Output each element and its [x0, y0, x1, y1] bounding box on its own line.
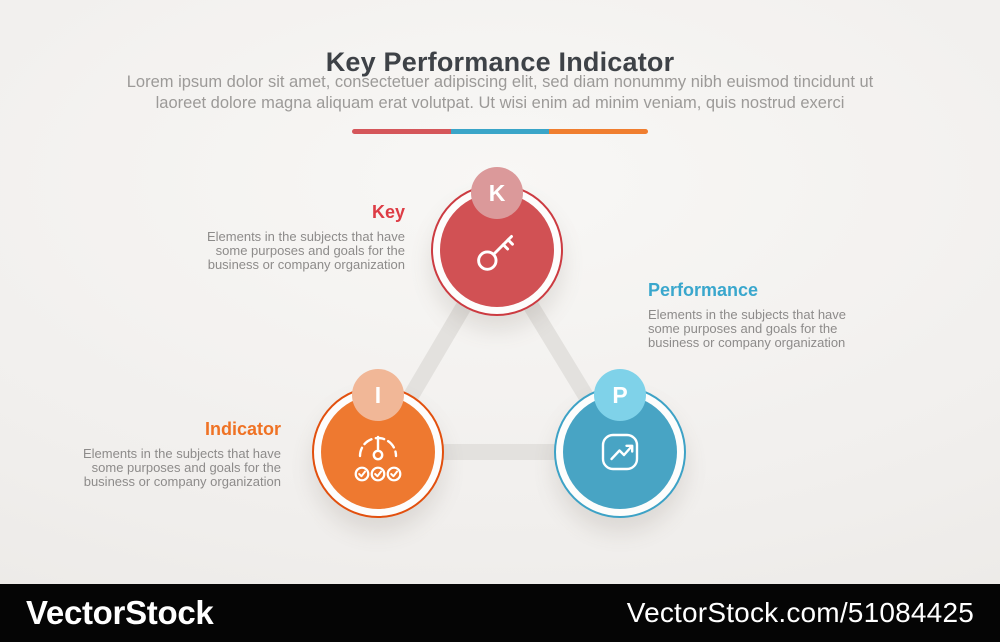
performance-letter: P [612, 381, 628, 408]
performance-circle-group: P [554, 369, 686, 518]
divider-segment-red [352, 129, 451, 134]
key-letter-badge: K [471, 167, 523, 219]
subtitle-line-2: laoreet dolore magna aliquam erat volutp… [155, 93, 845, 112]
divider-segment-orange [549, 129, 648, 134]
indicator-description: Elements in the subjects that have some … [82, 446, 281, 489]
key-letter: K [488, 179, 506, 206]
indicator-label-block: Indicator Elements in the subjects that … [61, 419, 281, 488]
key-description: Elements in the subjects that have some … [206, 229, 405, 272]
performance-label-block: Performance Elements in the subjects tha… [648, 280, 874, 349]
watermark-bar: VectorStock VectorStock.com/51084425 [0, 584, 1000, 642]
key-label-block: Key Elements in the subjects that have s… [185, 202, 405, 271]
divider-segment-blue [450, 129, 550, 134]
performance-letter-badge: P [594, 369, 646, 421]
subtitle-line-1: Lorem ipsum dolor sit amet, consectetuer… [126, 73, 874, 91]
trend-chart-icon [601, 433, 639, 471]
key-icon [477, 235, 514, 271]
vectorstock-url: VectorStock.com/51084425 [626, 597, 974, 628]
performance-label: Performance [648, 280, 759, 300]
performance-description: Elements in the subjects that have some … [648, 307, 847, 350]
tricolor-divider [352, 129, 648, 134]
indicator-letter-badge: I [352, 369, 404, 421]
page-title: Key Performance Indicator [325, 47, 675, 78]
indicator-circle-group: I [312, 369, 444, 518]
key-label: Key [371, 202, 405, 222]
gauge-icon [354, 435, 402, 482]
indicator-label: Indicator [204, 419, 281, 439]
key-circle-group: K [431, 167, 563, 316]
indicator-letter: I [374, 381, 382, 408]
page-subtitle: Lorem ipsum dolor sit amet, consectetuer… [0, 72, 1000, 113]
vectorstock-logo: VectorStock [26, 594, 214, 631]
